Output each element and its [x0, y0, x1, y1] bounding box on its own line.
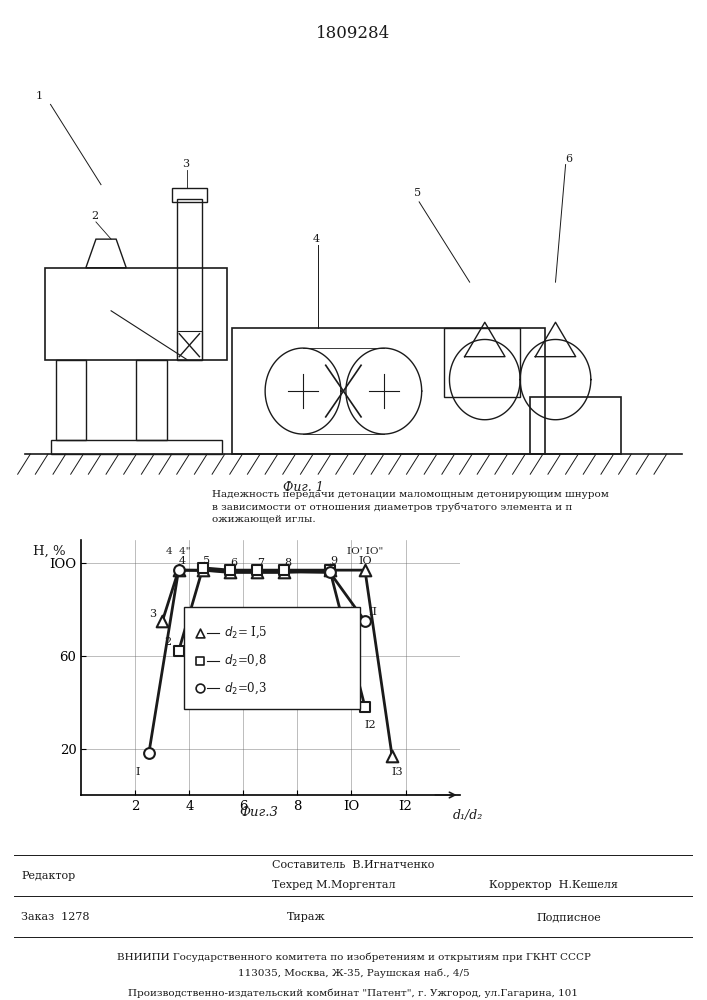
- Text: 5: 5: [414, 188, 421, 198]
- Point: [325, 564, 336, 580]
- Point: [173, 562, 185, 578]
- Text: 8: 8: [284, 558, 291, 568]
- Text: 4: 4: [313, 234, 320, 244]
- Point: [279, 562, 290, 578]
- Text: Техред М.Моргентал: Техред М.Моргентал: [272, 880, 395, 890]
- Text: I: I: [136, 767, 140, 777]
- Text: II: II: [368, 607, 378, 617]
- Text: 113035, Москва, Ж-35, Раушская наб., 4/5: 113035, Москва, Ж-35, Раушская наб., 4/5: [238, 969, 469, 978]
- Text: 7: 7: [257, 558, 264, 568]
- Point: [325, 562, 336, 578]
- Text: 5: 5: [204, 556, 211, 566]
- Text: I2: I2: [365, 720, 376, 730]
- Point: [194, 680, 206, 696]
- Text: ВНИИПИ Государственного комитета по изобретениям и открытиям при ГКНТ СССР: ВНИИПИ Государственного комитета по изоб…: [117, 952, 590, 962]
- Point: [173, 643, 185, 659]
- Point: [325, 562, 336, 578]
- Text: Н, %: Н, %: [33, 545, 65, 558]
- Bar: [184, 607, 360, 709]
- Text: I3: I3: [392, 767, 403, 777]
- Point: [359, 613, 370, 629]
- Text: 6: 6: [566, 154, 573, 164]
- Point: [144, 745, 155, 761]
- Text: 2: 2: [164, 637, 171, 647]
- Point: [197, 562, 209, 578]
- Text: Корректор  Н.Кешеля: Корректор Н.Кешеля: [489, 880, 618, 890]
- Text: 1: 1: [35, 91, 42, 101]
- Text: $\mathit{d}_2$=0,3: $\mathit{d}_2$=0,3: [225, 681, 267, 696]
- Bar: [172, 188, 207, 202]
- Point: [359, 699, 370, 715]
- Text: 3: 3: [182, 159, 189, 169]
- Bar: [530, 397, 621, 454]
- Bar: [177, 199, 202, 360]
- Bar: [45, 268, 227, 360]
- Point: [279, 564, 290, 580]
- Text: Тираж: Тираж: [286, 912, 325, 922]
- Point: [197, 560, 209, 576]
- Point: [157, 613, 168, 629]
- Text: 6: 6: [230, 558, 238, 568]
- Point: [386, 748, 397, 764]
- Text: $\mathit{d}_2$= I,5: $\mathit{d}_2$= I,5: [225, 625, 268, 640]
- Text: IO' IO": IO' IO": [347, 547, 383, 556]
- Bar: [445, 328, 520, 397]
- Text: d₁/d₂: d₁/d₂: [452, 809, 483, 822]
- Point: [359, 562, 370, 578]
- Point: [251, 564, 262, 580]
- Bar: [177, 331, 202, 360]
- Point: [251, 562, 262, 578]
- Point: [173, 562, 185, 578]
- Point: [224, 564, 235, 580]
- Point: [194, 625, 206, 641]
- Text: 4  4": 4 4": [166, 547, 191, 556]
- Point: [224, 562, 235, 578]
- Text: Составитель  В.Игнатченко: Составитель В.Игнатченко: [272, 860, 434, 870]
- Text: 3: 3: [149, 609, 156, 619]
- Text: 2: 2: [91, 211, 98, 221]
- Text: Надежность передачи детонации маломощным детонирующим шнуром
в зависимости от от: Надежность передачи детонации маломощным…: [212, 490, 609, 523]
- Text: Подписное: Подписное: [537, 912, 602, 922]
- Bar: [50, 440, 222, 454]
- Text: Редактор: Редактор: [21, 871, 75, 881]
- Text: Производственно-издательский комбинат "Патент", г. Ужгород, ул.Гагарина, 101: Производственно-издательский комбинат "П…: [129, 989, 578, 998]
- Text: IO: IO: [358, 556, 372, 566]
- Point: [194, 653, 206, 669]
- Bar: [136, 360, 167, 440]
- Text: 4: 4: [179, 556, 186, 566]
- Text: Фиг. 1: Фиг. 1: [283, 481, 323, 494]
- Text: 9: 9: [330, 556, 337, 566]
- Text: $\mathit{d}_2$=0,8: $\mathit{d}_2$=0,8: [225, 653, 267, 668]
- Bar: [233, 328, 545, 454]
- Bar: [56, 360, 86, 440]
- Text: Фиг.3: Фиг.3: [240, 806, 279, 819]
- Text: 1809284: 1809284: [316, 24, 391, 41]
- Text: Заказ  1278: Заказ 1278: [21, 912, 89, 922]
